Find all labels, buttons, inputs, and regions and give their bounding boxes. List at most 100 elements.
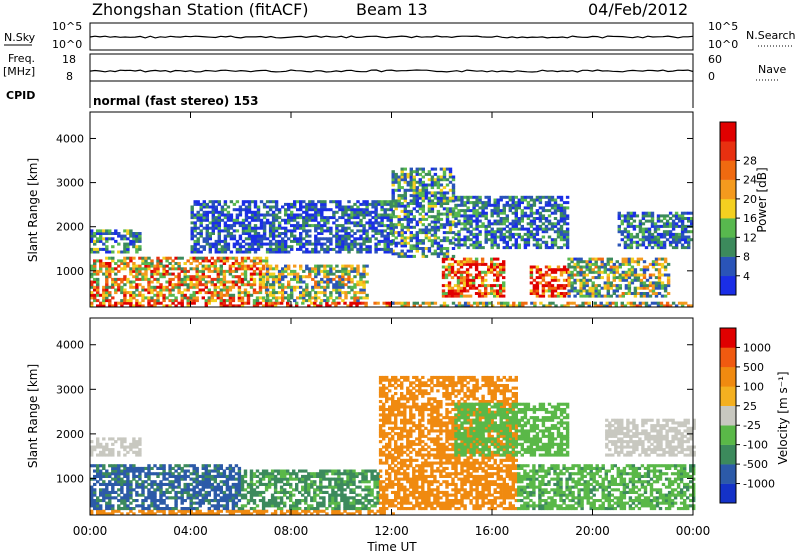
echo-cell [305,202,309,206]
echo-cell [436,202,441,205]
echo-cell [565,232,570,236]
echo-cell [421,196,425,200]
echo-cell [108,472,112,476]
echo-cell [271,221,276,225]
echo-cell [279,474,284,478]
echo-cell [684,301,688,305]
echo-cell [651,265,656,269]
echo-cell [238,242,243,246]
echo-cell [123,242,127,246]
echo-cell [120,512,124,516]
echo-cell [389,250,393,254]
echo-cell [207,501,211,505]
echo-cell [180,280,184,284]
echo-cell [231,507,236,511]
echo-cell [305,232,309,235]
echo-cell [165,259,169,263]
echo-cell [205,202,209,206]
echo-cell [201,496,205,500]
echo-cell [629,217,634,220]
echo-cell [337,509,341,513]
echo-cell [439,217,444,221]
echo-cell [544,289,549,293]
echo-cell [585,265,589,269]
echo-cell [138,291,142,295]
echo-cell [421,204,425,208]
echo-cell [207,288,211,292]
echo-cell [117,234,121,238]
echo-cell [276,301,281,305]
echo-cell [323,267,327,271]
echo-cell [147,493,151,497]
echo-cell [135,466,139,470]
echo-cell [196,216,200,220]
echo-cell [144,264,148,268]
echo-cell [641,301,646,305]
echo-cell [490,246,494,250]
echo-cell [226,216,231,220]
echo-cell [444,276,449,280]
echo-cell [529,289,534,293]
echo-cell [359,210,363,214]
echo-cell [174,490,178,494]
echo-cell [210,512,214,516]
echo-cell [418,304,422,308]
echo-cell [305,218,309,222]
echo-cell [391,204,395,208]
echo-cell [562,268,567,272]
echo-cell [283,501,287,505]
echo-cell [190,216,194,220]
echo-cell [645,286,650,290]
echo-cell [253,210,258,214]
echo-cell [192,493,196,497]
echo-cell [243,277,248,281]
echo-cell [377,229,381,233]
echo-cell [347,208,351,212]
echo-cell [111,296,115,300]
echo-cell [96,285,100,289]
echo-cell [332,277,336,281]
echo-cell [406,212,410,216]
echo-cell [153,512,157,516]
echo-cell [418,217,422,221]
echo-cell [189,301,193,305]
echo-cell [406,183,410,187]
echo-cell [144,507,148,511]
echo-cell [141,482,145,486]
echo-cell [243,509,248,513]
echo-cell [96,229,100,233]
echo-cell [189,472,193,476]
echo-cell [150,259,154,263]
echo-cell [329,264,333,268]
echo-cell [216,507,220,511]
echo-cell [550,206,555,210]
echo-cell [255,272,260,276]
echo-cell [305,229,309,233]
echo-cell [190,247,194,251]
echo-cell [475,219,479,223]
echo-cell [301,493,305,497]
echo-cell [314,299,318,303]
echo-cell [213,288,217,292]
echo-cell [459,294,464,298]
echo-cell [465,257,470,261]
echo-cell [400,217,404,221]
echo-cell [371,210,375,214]
echo-cell [520,235,524,239]
echo-cell [150,480,154,484]
echo-cell [199,229,203,233]
echo-cell [180,493,184,497]
echo-cell [132,469,136,473]
echo-cell [496,198,500,202]
echo-cell [639,268,644,272]
echo-cell [659,240,664,244]
echo-cell [132,512,136,516]
echo-cell [196,239,200,243]
echo-cell [356,210,360,214]
echo-cell [249,275,254,279]
echo-cell [499,273,503,277]
echo-cell [132,267,136,271]
echo-cell [314,205,318,209]
echo-cell [255,262,260,265]
echo-cell [90,232,94,235]
